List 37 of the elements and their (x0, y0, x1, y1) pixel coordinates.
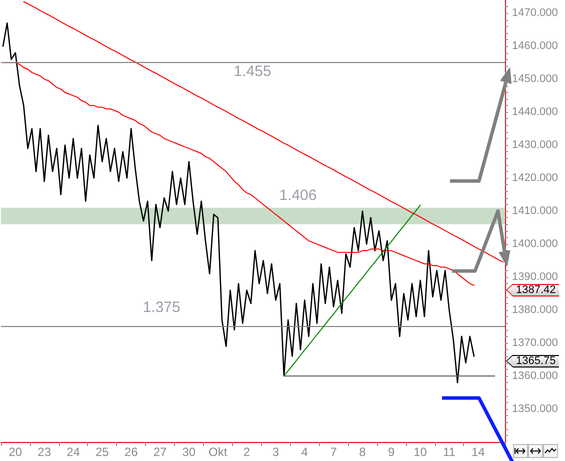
x-tick-label: 8 (359, 445, 366, 459)
y-tick-label: 1420.000 (512, 172, 558, 184)
x-tick-label: 27 (153, 445, 167, 459)
y-tick-label: 1360.000 (512, 370, 558, 382)
x-tick-label: Okt (208, 445, 228, 459)
y-tick-label: 1450.000 (512, 73, 558, 86)
y-tick-label: 1350.000 (512, 403, 558, 416)
y-tick-label: 1400.000 (512, 238, 558, 250)
annotation: 1.375 (142, 299, 180, 316)
line-series (2, 22, 475, 384)
x-tick-label: 4 (301, 445, 308, 459)
x-tick-label: 25 (95, 445, 110, 459)
y-tick-label: 1410.000 (512, 205, 558, 218)
y-tick-label: 1370.000 (512, 337, 558, 350)
y-tick-label: 1430.000 (512, 139, 558, 152)
x-tick-label: 26 (124, 445, 138, 459)
x-tick-label: 23 (38, 445, 52, 459)
x-tick-label: 30 (182, 445, 196, 459)
x-tick-label: 7 (330, 445, 338, 459)
text: 1387.42 (516, 284, 556, 296)
x-tick-label: 9 (388, 445, 396, 459)
x-tick-label: 24 (66, 445, 80, 459)
y-tick-label: 1380.000 (512, 304, 558, 316)
line-series (283, 204, 421, 377)
x-tick-label: 20 (8, 445, 22, 459)
y-tick-label: 1440.000 (512, 106, 558, 118)
y-tick-label: 1390.000 (512, 271, 558, 284)
x-tick-label: 10 (414, 445, 428, 459)
x-tick-label: 14 (471, 445, 486, 459)
x-tick-label: 11 (442, 445, 456, 459)
x-tick-label: 3 (272, 445, 280, 459)
y-tick-label: 1470.000 (512, 7, 558, 20)
annotation: 1.455 (234, 63, 272, 80)
band-label: 1.406 (279, 186, 317, 204)
y-tick-label: 1460.000 (512, 40, 558, 52)
text: 1365.75 (516, 354, 556, 366)
x-tick-label: 2 (243, 445, 250, 459)
